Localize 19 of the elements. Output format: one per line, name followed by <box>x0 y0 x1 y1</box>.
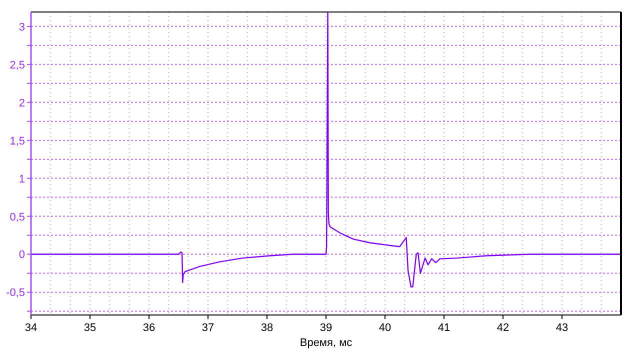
x-tick-label: 40 <box>378 322 392 334</box>
y-tick-label: 0 <box>18 249 25 262</box>
x-tick-label: 42 <box>496 322 510 334</box>
x-tick-label: 39 <box>320 322 332 334</box>
y-tick-label: 0,5 <box>10 211 25 224</box>
x-tick-label: 35 <box>84 322 96 334</box>
y-tick-label: -0,5 <box>6 287 25 300</box>
x-tick-label: 41 <box>438 322 450 334</box>
y-tick-label: 2 <box>18 97 25 110</box>
x-tick-label: 36 <box>142 322 156 334</box>
x-tick-label: 43 <box>556 322 568 334</box>
y-tick-label: 3 <box>18 21 25 34</box>
y-tick-label: 1,5 <box>10 135 25 148</box>
x-axis-title: Время, мс <box>300 337 353 349</box>
y-tick-label: 2,5 <box>10 59 25 72</box>
y-tick-label: 1 <box>18 173 25 186</box>
x-tick-label: 38 <box>260 322 274 334</box>
x-tick-label: 34 <box>24 322 38 334</box>
x-tick-label: 37 <box>202 322 214 334</box>
